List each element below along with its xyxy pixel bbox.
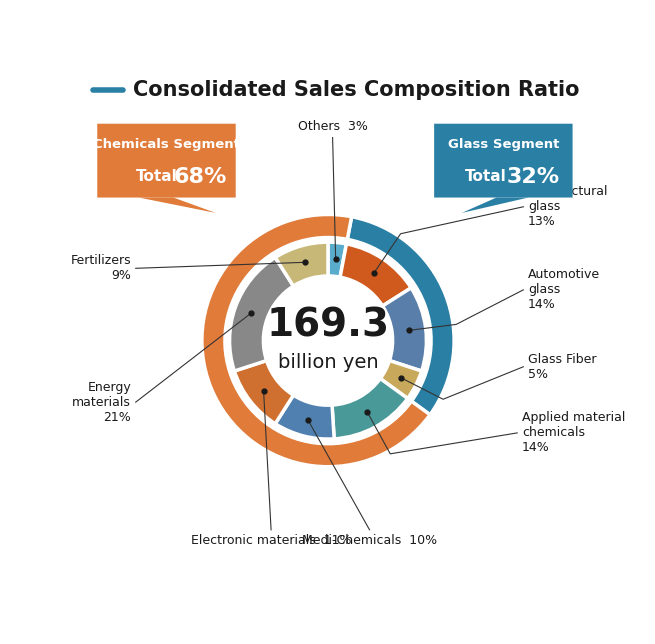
- Wedge shape: [340, 244, 411, 306]
- Text: Total: Total: [136, 169, 178, 184]
- Wedge shape: [229, 258, 293, 371]
- Wedge shape: [275, 395, 334, 439]
- Text: billion yen: billion yen: [278, 353, 379, 372]
- Text: 169.3: 169.3: [267, 306, 390, 345]
- Text: Medi-Chemicals  10%: Medi-Chemicals 10%: [302, 535, 437, 547]
- Text: Total: Total: [464, 169, 506, 184]
- Text: 68%: 68%: [174, 167, 227, 187]
- FancyBboxPatch shape: [97, 124, 236, 198]
- Wedge shape: [347, 216, 454, 415]
- Text: Others  3%: Others 3%: [297, 120, 367, 133]
- Text: Chemicals Segment: Chemicals Segment: [93, 138, 240, 151]
- Wedge shape: [234, 361, 293, 424]
- Text: Automotive
glass
14%: Automotive glass 14%: [528, 269, 600, 311]
- Text: Electronic materials  11%: Electronic materials 11%: [191, 535, 351, 547]
- Text: 32%: 32%: [506, 167, 559, 187]
- Text: Consolidated Sales Composition Ratio: Consolidated Sales Composition Ratio: [132, 80, 579, 100]
- Text: Architectural
glass
13%: Architectural glass 13%: [528, 185, 608, 228]
- Wedge shape: [381, 361, 422, 399]
- Text: Glass Fiber
5%: Glass Fiber 5%: [528, 353, 597, 381]
- Wedge shape: [275, 242, 328, 286]
- FancyBboxPatch shape: [434, 124, 572, 198]
- Polygon shape: [139, 198, 215, 213]
- Text: Energy
materials
21%: Energy materials 21%: [72, 381, 131, 424]
- Wedge shape: [332, 379, 407, 439]
- Text: Glass Segment: Glass Segment: [447, 138, 559, 151]
- Wedge shape: [202, 214, 430, 467]
- Wedge shape: [383, 288, 426, 371]
- Wedge shape: [328, 242, 346, 277]
- Text: Applied material
chemicals
14%: Applied material chemicals 14%: [522, 412, 625, 455]
- Polygon shape: [462, 198, 529, 213]
- Text: Fertilizers
9%: Fertilizers 9%: [71, 254, 131, 282]
